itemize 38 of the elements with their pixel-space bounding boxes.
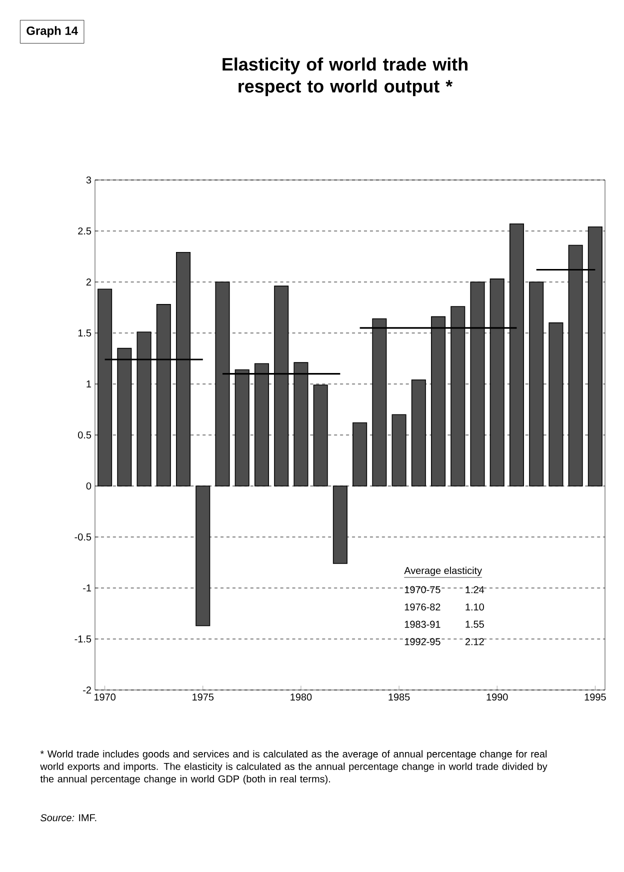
annotation: 1.24: [466, 586, 484, 594]
y-tick-label: 2.5: [78, 227, 92, 235]
caption: Graph 14: [26, 26, 78, 38]
bar: [411, 380, 426, 486]
annotation: 1.10: [466, 603, 484, 611]
annotation: 2.12: [465, 638, 484, 646]
annotation: Average elasticity: [404, 566, 482, 576]
y-tick-label: 3: [86, 176, 92, 184]
annotation: 1970-75: [404, 586, 440, 594]
y-tick-label: -0.5: [74, 533, 92, 541]
x-tick-label: 1990: [486, 694, 508, 701]
chart-title: Elasticity of world trade with respect to world output *: [222, 58, 468, 96]
y-tick-label: -2: [83, 686, 91, 694]
bar: [313, 384, 328, 486]
bar: [548, 322, 564, 486]
text: * World trade includes goods and services and is calculated as the average of annual percentage change for real world exports and imports. The elasticity is calculated as the annual percentage change in world trade divided by the annual percentage change in world GDP (both in real terms).: [40, 750, 548, 784]
y-tick-label: 1: [86, 380, 91, 388]
x-tick-label: 1970: [94, 694, 116, 701]
y-tick-label: 0: [86, 482, 92, 490]
y-tick-label: 0.5: [78, 431, 92, 439]
text: Source: IMF.: [40, 814, 96, 822]
x-tick-label: 1980: [290, 694, 312, 701]
annotation: 1976-82: [404, 603, 440, 611]
x-tick-label: 1995: [584, 694, 606, 701]
bar: [529, 282, 544, 486]
y-tick-label: -1: [83, 584, 91, 592]
bar: [392, 414, 406, 486]
bar: [332, 486, 348, 564]
bar: [196, 486, 210, 626]
annotation: 1.55: [466, 620, 484, 628]
x-tick-label: 1975: [192, 694, 214, 701]
annotation: 1992-95: [404, 638, 440, 646]
y-tick-label: -1.5: [74, 636, 92, 642]
bar: [352, 422, 368, 486]
y-tick-label: 1.5: [78, 330, 92, 336]
annotation: 1983-91: [404, 620, 440, 628]
x-tick-label: 1985: [388, 694, 410, 701]
y-tick-label: 2: [86, 278, 91, 286]
